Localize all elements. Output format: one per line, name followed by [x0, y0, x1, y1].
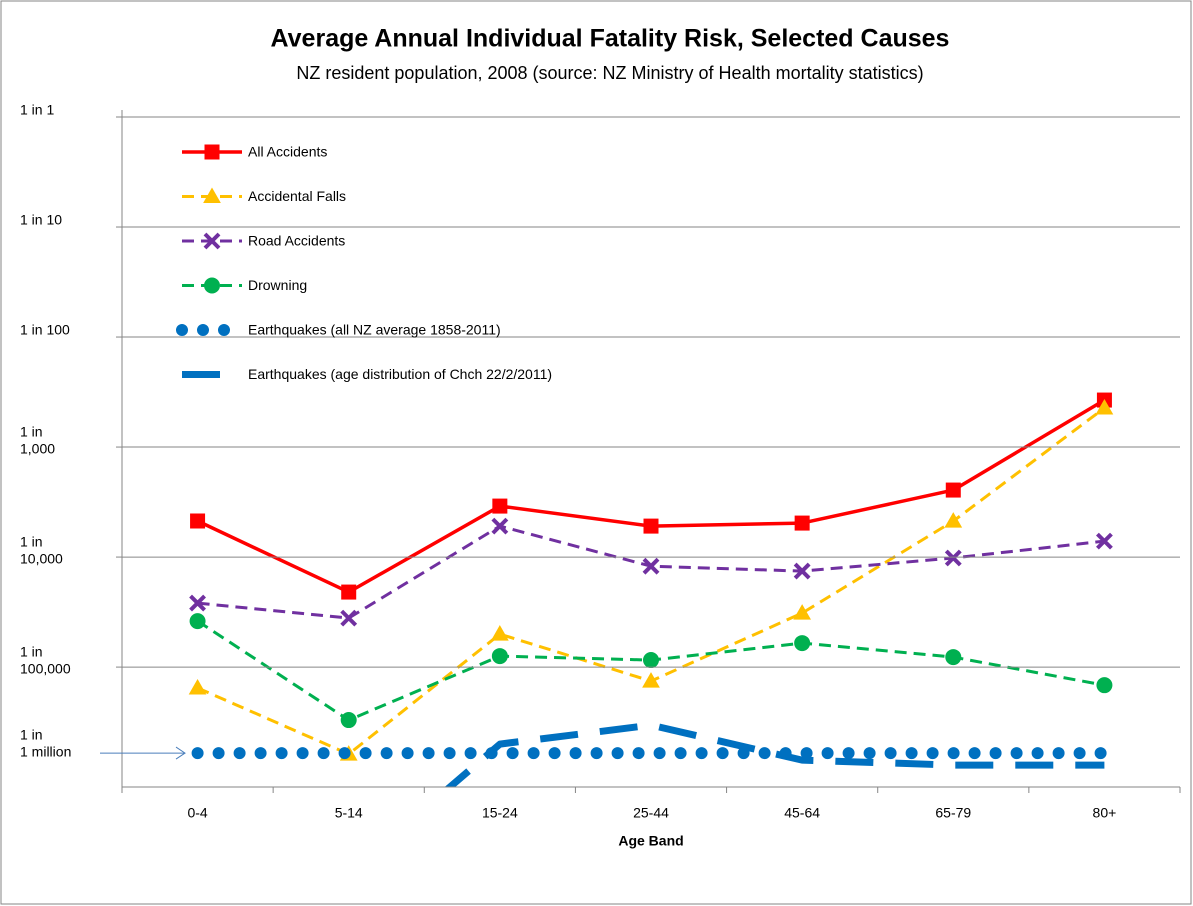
label-line: 1 million [20, 743, 71, 759]
x-tick-label: 0-4 [187, 805, 207, 821]
plot-area [188, 392, 1114, 787]
x-tick-label: 5-14 [335, 805, 363, 821]
marker [794, 515, 810, 531]
marker [203, 232, 221, 250]
marker [490, 625, 509, 641]
marker [643, 652, 659, 669]
marker [1096, 532, 1113, 550]
annotation: 1 in 1 million [20, 726, 71, 759]
marker [491, 648, 508, 665]
marker [643, 518, 659, 534]
x-tick-label: 25-44 [633, 805, 669, 821]
marker [642, 557, 660, 575]
marker [793, 562, 811, 580]
marker [642, 672, 660, 688]
label-line: 1,000 [20, 440, 55, 456]
legend-label: Accidental Falls [248, 188, 346, 204]
x-tick-label: 65-79 [935, 805, 971, 821]
marker [204, 277, 220, 294]
y-tick-label: 1 in 100,000 [20, 643, 71, 676]
series-line [444, 721, 1105, 787]
marker [794, 635, 811, 652]
legend-label: All Accidents [248, 144, 327, 160]
marker [189, 613, 206, 630]
legend-label: Earthquakes (all NZ average 1858-2011) [248, 322, 501, 338]
marker [491, 517, 509, 535]
legend-label: Earthquakes (age distribution of Chch 22… [248, 366, 552, 382]
y-tick-label: 1 in 100 [20, 322, 70, 338]
marker [1095, 399, 1114, 415]
marker [492, 498, 508, 514]
marker [190, 513, 206, 529]
annotation-arrowhead [175, 746, 186, 760]
marker [203, 187, 221, 203]
marker [189, 594, 206, 612]
x-tick-label: 80+ [1093, 805, 1117, 821]
label-line: 1 in [20, 533, 43, 549]
marker [188, 679, 207, 695]
label-line: 1 in [20, 726, 43, 742]
x-tick-label: 15-24 [482, 805, 518, 821]
marker [340, 712, 357, 729]
marker [793, 604, 812, 620]
marker [340, 609, 358, 627]
label-line: 1 in [20, 423, 43, 439]
marker [341, 584, 357, 600]
x-axis-label: Age Band [618, 833, 683, 849]
y-tick-label: 1 in 10 [20, 212, 62, 228]
label-line: 1 in [20, 643, 43, 659]
marker [945, 482, 961, 498]
marker [944, 512, 963, 528]
legend-label: Drowning [248, 277, 307, 293]
y-tick-label: 1 in 1,000 [20, 423, 55, 456]
marker [944, 549, 962, 567]
x-tick-label: 45-64 [784, 805, 820, 821]
y-tick-label: 1 in 10,000 [20, 533, 63, 566]
marker [945, 649, 962, 666]
label-line: 10,000 [20, 550, 63, 566]
label-line: 100,000 [20, 660, 71, 676]
y-tick-label: 1 in 1 [20, 102, 54, 118]
chart-subtitle: NZ resident population, 2008 (source: NZ… [296, 63, 923, 83]
chart-title: Average Annual Individual Fatality Risk,… [271, 25, 950, 53]
legend-label: Road Accidents [248, 233, 345, 249]
marker [1096, 677, 1113, 694]
marker [204, 144, 220, 160]
